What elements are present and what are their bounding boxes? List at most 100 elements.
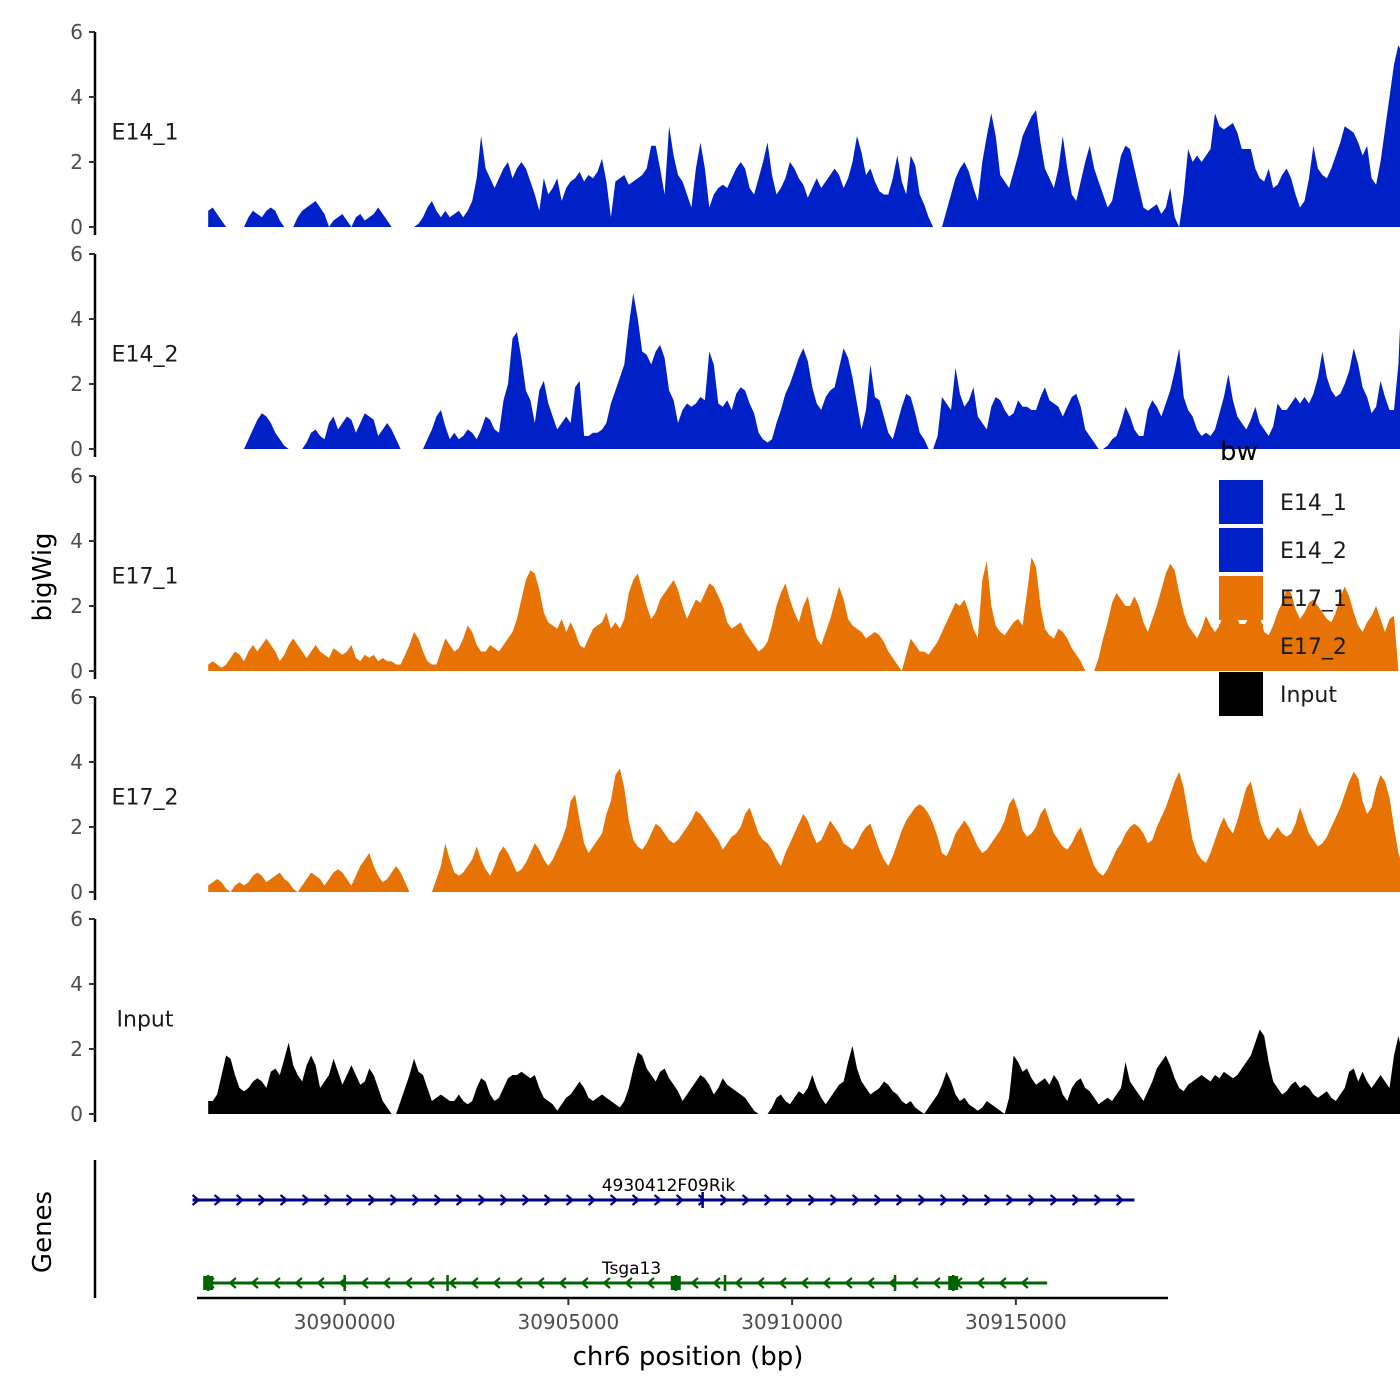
strand-arrow xyxy=(851,1194,861,1206)
strand-arrow xyxy=(345,1194,355,1206)
strand-arrow xyxy=(734,1277,743,1289)
strand-arrow xyxy=(279,1194,289,1206)
exon-block xyxy=(670,1276,681,1290)
panel-label: E14_1 xyxy=(112,120,179,145)
x-axis: 30900000 30905000 30910000 30915000 xyxy=(197,1296,1168,1334)
strand-arrow xyxy=(367,1194,377,1206)
strand-arrow xyxy=(477,1194,487,1206)
y-tick-label: 6 xyxy=(70,242,83,266)
area-e17-1 xyxy=(208,557,1399,671)
strand-arrow xyxy=(609,1194,619,1206)
strand-arrow xyxy=(1115,1194,1125,1206)
legend-item-e14-2: E14_2 xyxy=(1219,528,1347,572)
track-panels: 0 2 4 6 E14_1 0 2 4 6 E14_2 0 2 4 6 E17_1 0 2 4 6 E17_2 0 2 4 6… xyxy=(70,20,1400,1126)
strand-arrow xyxy=(492,1277,501,1289)
panel-label: E17_1 xyxy=(112,564,179,589)
strand-arrow xyxy=(653,1194,663,1206)
strand-arrow xyxy=(763,1194,773,1206)
y-tick-label: 2 xyxy=(70,372,83,396)
legend-label: E17_2 xyxy=(1280,635,1347,660)
strand-arrow xyxy=(1027,1194,1037,1206)
strand-arrow xyxy=(697,1194,707,1206)
legend-item-input: Input xyxy=(1219,672,1337,716)
strand-arrow xyxy=(800,1277,809,1289)
strand-arrow xyxy=(807,1194,817,1206)
strand-arrow xyxy=(873,1194,883,1206)
legend-item-e17-2: E17_2 xyxy=(1219,624,1347,668)
area-input xyxy=(208,1029,1400,1114)
strand-arrow xyxy=(785,1194,795,1206)
legend-swatch xyxy=(1219,576,1263,620)
strand-arrow xyxy=(404,1277,413,1289)
strand-arrow xyxy=(917,1194,927,1206)
y-tick-label: 2 xyxy=(70,150,83,174)
strand-arrow xyxy=(1049,1194,1059,1206)
y-tick-label: 2 xyxy=(70,1037,83,1061)
strand-arrow xyxy=(235,1194,245,1206)
strand-arrow xyxy=(712,1277,721,1289)
track-e14-1: 0 2 4 6 E14_1 xyxy=(70,20,1400,239)
strand-arrow xyxy=(191,1194,201,1206)
strand-arrow xyxy=(448,1277,457,1289)
y-tick-label: 6 xyxy=(70,20,83,44)
y-tick-label: 0 xyxy=(70,880,83,904)
strand-arrow xyxy=(250,1277,259,1289)
legend-label: E14_2 xyxy=(1280,539,1347,564)
strand-arrow xyxy=(455,1194,465,1206)
strand-arrow xyxy=(866,1277,875,1289)
strand-arrow xyxy=(499,1194,509,1206)
strand-arrow xyxy=(426,1277,435,1289)
area-e14-2 xyxy=(208,293,1400,449)
legend-title: bw xyxy=(1220,437,1258,467)
strand-arrow xyxy=(822,1277,831,1289)
strand-arrow xyxy=(624,1277,633,1289)
track-e14-2: 0 2 4 6 E14_2 xyxy=(70,242,1400,461)
strand-arrow xyxy=(939,1194,949,1206)
strand-arrow xyxy=(910,1277,919,1289)
exon-block xyxy=(948,1276,959,1290)
legend-item-e14-1: E14_1 xyxy=(1219,480,1347,524)
y-axis-title: bigWig xyxy=(28,532,58,621)
y-tick-label: 2 xyxy=(70,594,83,618)
strand-arrow xyxy=(895,1194,905,1206)
strand-arrow xyxy=(558,1277,567,1289)
strand-arrow xyxy=(646,1277,655,1289)
y-tick-label: 6 xyxy=(70,464,83,488)
strand-arrow xyxy=(316,1277,325,1289)
strand-arrow xyxy=(543,1194,553,1206)
strand-arrow xyxy=(961,1194,971,1206)
y-tick-label: 2 xyxy=(70,815,83,839)
strand-arrow xyxy=(976,1277,985,1289)
y-tick-label: 0 xyxy=(70,1102,83,1126)
genes-axis-title: Genes xyxy=(28,1191,58,1273)
panel-label: Input xyxy=(117,1007,174,1032)
strand-arrow xyxy=(932,1277,941,1289)
strand-arrow xyxy=(433,1194,443,1206)
strand-arrow xyxy=(778,1277,787,1289)
area-e17-2 xyxy=(208,768,1400,892)
area-e14-1 xyxy=(208,45,1400,227)
strand-arrow xyxy=(228,1277,237,1289)
strand-arrow xyxy=(1020,1277,1029,1289)
strand-arrow xyxy=(382,1277,391,1289)
strand-arrow xyxy=(631,1194,641,1206)
track-input: 0 2 4 6 Input xyxy=(70,907,1400,1126)
y-tick-label: 4 xyxy=(70,972,83,996)
strand-arrow xyxy=(587,1194,597,1206)
gene-name: Tsga13 xyxy=(601,1259,661,1279)
legend-label: E17_1 xyxy=(1280,587,1347,612)
strand-arrow xyxy=(323,1194,333,1206)
strand-arrow xyxy=(756,1277,765,1289)
exon-block xyxy=(203,1276,214,1290)
strand-arrow xyxy=(360,1277,369,1289)
track-e17-2: 0 2 4 6 E17_2 xyxy=(70,685,1400,904)
legend-swatch xyxy=(1219,528,1263,572)
legend-label: Input xyxy=(1280,683,1337,708)
strand-arrow xyxy=(565,1194,575,1206)
x-tick-label: 30910000 xyxy=(741,1310,843,1334)
strand-arrow xyxy=(536,1277,545,1289)
legend: bw E14_1 E14_2 E17_1 E17_2 Input xyxy=(1219,437,1347,716)
y-tick-label: 0 xyxy=(70,437,83,461)
x-tick-label: 30915000 xyxy=(965,1310,1067,1334)
